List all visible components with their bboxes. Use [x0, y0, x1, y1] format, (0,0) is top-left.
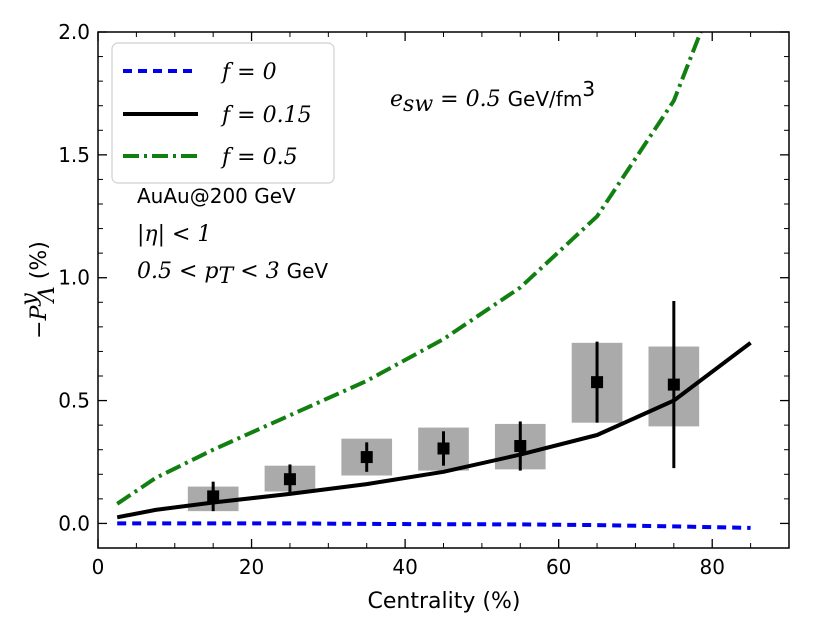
y-tick-label: 2.0 — [58, 20, 90, 44]
series-line-2 — [116, 32, 703, 506]
data-point-6 — [667, 378, 680, 391]
pt-range-label: 0.5 < pT < 3 GeV — [137, 259, 328, 289]
x-tick-label: 20 — [239, 555, 264, 579]
series-line-0 — [117, 521, 751, 530]
data-point-3 — [437, 442, 450, 455]
data-point-1 — [283, 473, 296, 486]
y-tick-label: 1.5 — [58, 143, 90, 167]
eta-cut-label: |η| < 1 — [137, 222, 211, 247]
energy-density-annotation: esw = 0.5 GeV/fm3 — [390, 77, 595, 117]
data-point-2 — [360, 451, 373, 464]
legend-label-f0: f = 0 — [220, 60, 277, 85]
x-tick-label: 40 — [392, 555, 417, 579]
series-line-1 — [116, 341, 752, 520]
collision-system-label: AuAu@200 GeV — [137, 184, 296, 208]
y-tick-label: 0.5 — [58, 389, 90, 413]
data-point-0 — [207, 490, 220, 503]
measurement-points — [207, 301, 680, 512]
data-point-4 — [514, 440, 527, 453]
data-point-5 — [591, 376, 604, 389]
y-tick-label: 1.0 — [58, 266, 90, 290]
axis-ticks: 0 20 40 60 80 0.0 0.5 1.0 1.5 2.0 — [58, 20, 790, 579]
x-tick-label: 60 — [546, 555, 571, 579]
y-axis-label: −PyΛ (%) — [17, 241, 60, 339]
x-tick-label: 80 — [699, 555, 724, 579]
legend-label-f05: f = 0.5 — [220, 145, 298, 170]
x-tick-label: 0 — [92, 555, 105, 579]
x-axis-label: Centrality (%) — [368, 589, 521, 614]
legend-frame — [111, 42, 335, 184]
y-tick-label: 0.0 — [58, 511, 90, 535]
legend: f = 0 f = 0.15 f = 0.5 — [111, 42, 335, 184]
legend-label-f015: f = 0.15 — [220, 103, 312, 128]
model-curves — [116, 32, 752, 530]
